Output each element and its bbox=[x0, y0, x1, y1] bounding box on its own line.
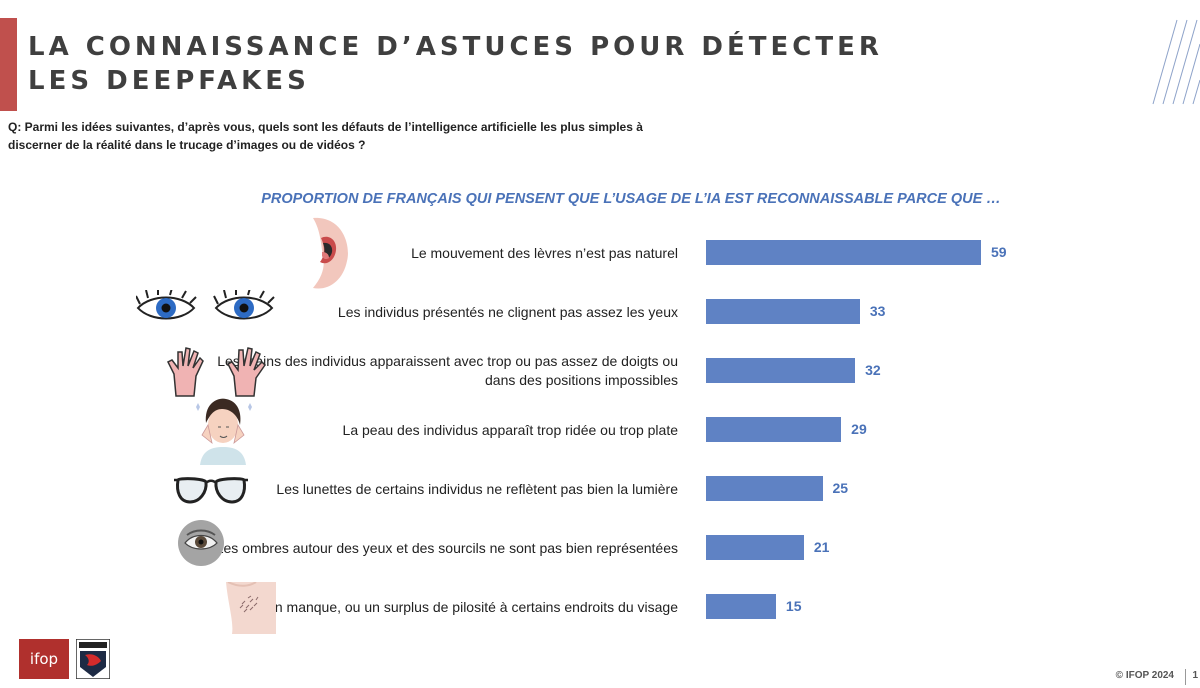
footer-divider bbox=[1185, 669, 1186, 685]
question-text: Q: Parmi les idées suivantes, d’après vo… bbox=[8, 120, 643, 152]
chart-subtitle: PROPORTION DE FRANÇAIS QUI PENSENT QUE L… bbox=[261, 191, 1001, 207]
value-label: 59 bbox=[991, 244, 1007, 260]
category-label: La peau des individus apparaît trop ridé… bbox=[342, 421, 678, 438]
title-accent-bar bbox=[0, 18, 17, 111]
category-label: Le mouvement des lèvres n’est pas nature… bbox=[411, 244, 678, 261]
hands-icon bbox=[166, 347, 266, 397]
partner-logo bbox=[76, 639, 110, 679]
value-label: 25 bbox=[832, 480, 849, 496]
decorative-lines bbox=[1152, 19, 1200, 105]
bar bbox=[706, 476, 823, 501]
value-label: 21 bbox=[813, 539, 830, 555]
value-label: 32 bbox=[865, 362, 881, 378]
page-number: 1 bbox=[1192, 670, 1198, 681]
chart-row: Les individus présentés ne clignent pas … bbox=[0, 287, 1200, 337]
bar bbox=[706, 417, 842, 442]
glasses-icon bbox=[174, 477, 248, 504]
page-title: LA CONNAISSANCE D’ASTUCES POUR DÉTECTER … bbox=[28, 32, 883, 96]
category-label: Les individus présentés ne clignent pas … bbox=[337, 303, 678, 320]
chart-row: Il y a un manque, ou un surplus de pilos… bbox=[0, 582, 1200, 632]
chart-row: La peau des individus apparaît trop ridé… bbox=[0, 405, 1200, 455]
category-label: Les mains des individus apparaissent ave… bbox=[217, 353, 678, 388]
bar bbox=[706, 535, 804, 560]
chart-row: Les ombres autour des yeux et des sourci… bbox=[0, 523, 1200, 573]
face-skin-icon bbox=[196, 398, 252, 465]
bar bbox=[706, 299, 860, 324]
chart-row: Les mains des individus apparaissent ave… bbox=[0, 346, 1200, 396]
category-label: Les lunettes de certains individus ne re… bbox=[276, 480, 678, 497]
chart-row: Les lunettes de certains individus ne re… bbox=[0, 464, 1200, 514]
value-label: 29 bbox=[851, 421, 867, 437]
chart-row: Le mouvement des lèvres n’est pas nature… bbox=[0, 228, 1200, 278]
eye-shadow-icon bbox=[178, 520, 224, 566]
value-label: 15 bbox=[785, 598, 802, 614]
bar bbox=[706, 358, 856, 383]
mouth-icon bbox=[313, 217, 348, 289]
hair-skin-icon bbox=[226, 582, 276, 634]
category-label: Il y a un manque, ou un surplus de pilos… bbox=[233, 598, 678, 615]
ifop-logo: ifop bbox=[19, 639, 69, 679]
category-label: Les ombres autour des yeux et des sourci… bbox=[215, 539, 678, 556]
copyright-footer: © IFOP 2024 bbox=[1115, 670, 1174, 681]
value-label: 33 bbox=[869, 303, 886, 319]
bar bbox=[706, 240, 981, 265]
eyes-icon bbox=[136, 290, 275, 320]
bar bbox=[706, 594, 776, 619]
